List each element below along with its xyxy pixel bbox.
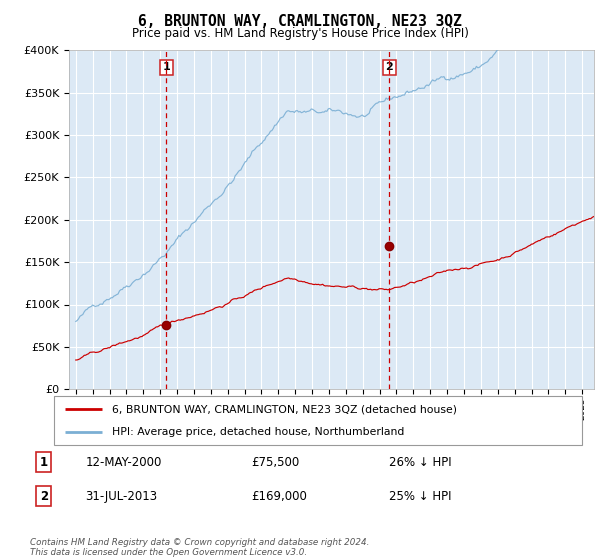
Text: 1: 1: [40, 456, 48, 469]
FancyBboxPatch shape: [54, 396, 582, 445]
Text: 26% ↓ HPI: 26% ↓ HPI: [389, 456, 451, 469]
Text: Contains HM Land Registry data © Crown copyright and database right 2024.
This d: Contains HM Land Registry data © Crown c…: [30, 538, 370, 557]
Text: 2: 2: [386, 62, 393, 72]
Text: 25% ↓ HPI: 25% ↓ HPI: [389, 490, 451, 503]
Text: £169,000: £169,000: [251, 490, 307, 503]
Text: £75,500: £75,500: [251, 456, 299, 469]
Text: HPI: Average price, detached house, Northumberland: HPI: Average price, detached house, Nort…: [112, 427, 404, 437]
Text: Price paid vs. HM Land Registry's House Price Index (HPI): Price paid vs. HM Land Registry's House …: [131, 27, 469, 40]
Text: 31-JUL-2013: 31-JUL-2013: [85, 490, 157, 503]
Text: 1: 1: [163, 62, 170, 72]
Text: 6, BRUNTON WAY, CRAMLINGTON, NE23 3QZ: 6, BRUNTON WAY, CRAMLINGTON, NE23 3QZ: [138, 14, 462, 29]
Text: 2: 2: [40, 490, 48, 503]
Text: 12-MAY-2000: 12-MAY-2000: [85, 456, 161, 469]
Text: 6, BRUNTON WAY, CRAMLINGTON, NE23 3QZ (detached house): 6, BRUNTON WAY, CRAMLINGTON, NE23 3QZ (d…: [112, 404, 457, 414]
